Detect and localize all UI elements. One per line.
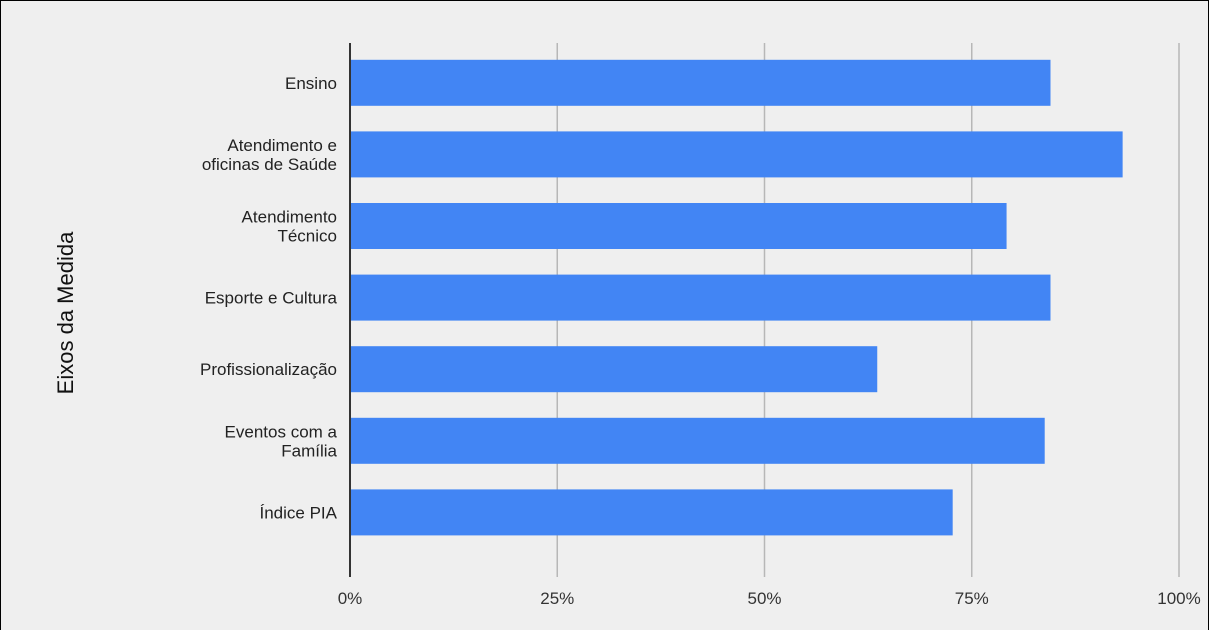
bar-4 [350,274,1051,321]
category-label-7: Índice PIA [260,503,338,522]
x-tick-label-50: 50% [747,589,781,608]
category-label-2: Atendimento e oficinas de Saúde [202,136,337,174]
y-axis-title: Eixos da Medida [53,231,78,394]
category-label-1: Ensino [285,74,337,93]
x-tick-labels: 0% 25% 50% 75% 100% [338,589,1201,608]
category-labels: Ensino Atendimento e oficinas de Saúde Aten… [200,74,338,523]
bar-1 [350,59,1051,106]
x-tick-label-25: 25% [540,589,574,608]
bar-3 [350,203,1007,249]
category-label-6: Eventos com a Família [225,422,338,460]
x-tick-label-0: 0% [338,589,363,608]
category-label-4: Esporte e Cultura [205,289,338,308]
x-tick-label-100: 100% [1157,589,1200,608]
bar-5 [350,346,878,393]
bar-2 [350,131,1123,178]
category-label-3: Atendimento Técnico [242,208,337,246]
bar-7 [350,489,953,536]
category-label-5: Profissionalização [200,360,337,379]
x-tick-label-75: 75% [955,589,989,608]
bars [350,59,1123,536]
bar-6 [350,417,1045,464]
